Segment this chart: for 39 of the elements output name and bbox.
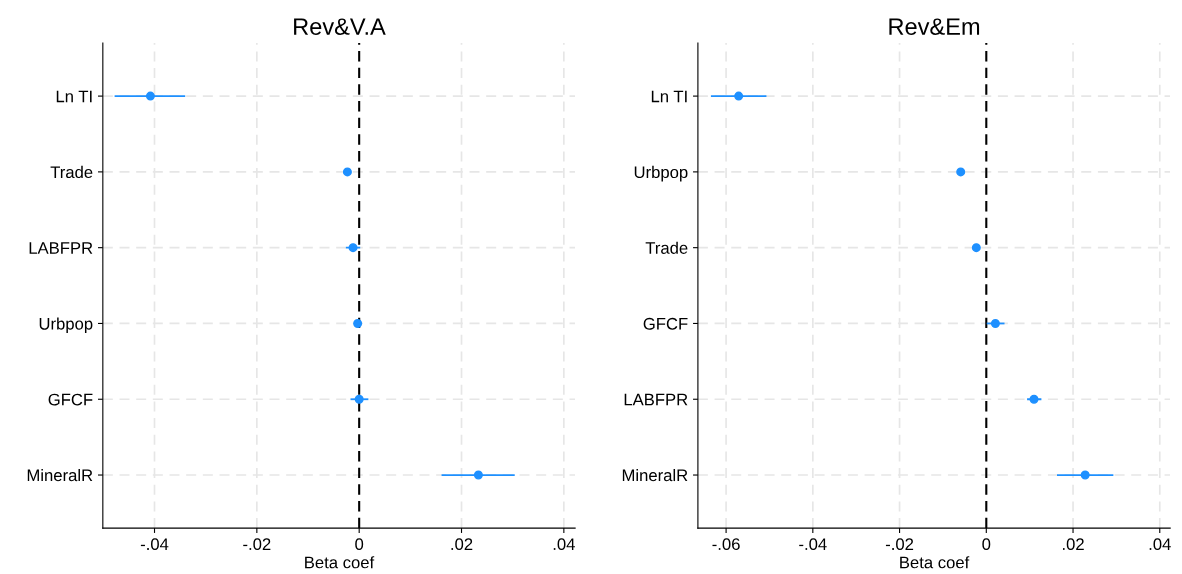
- y-tick-label: LABFPR: [29, 242, 93, 254]
- y-tick-label: GFCF: [643, 317, 688, 330]
- point: [734, 91, 744, 101]
- point: [990, 318, 1000, 328]
- x-axis-title: Beta coef: [900, 556, 970, 569]
- x-tick-label: 0: [982, 538, 991, 551]
- y-tick-label: MineralR: [27, 468, 93, 482]
- y-tick-label: LABFPR: [624, 393, 688, 406]
- x-tick-label: .04: [1149, 538, 1171, 551]
- y-tick-label: Ln TI: [651, 90, 687, 103]
- y-tick-label: Ln TI: [56, 90, 92, 103]
- x-tick-label: -.02: [243, 538, 271, 551]
- x-axis-title: Beta coef: [305, 556, 375, 569]
- x-tick-label: -.04: [799, 538, 827, 551]
- x-tick-label: .04: [553, 538, 575, 551]
- chart-title: Rev&V.A: [294, 18, 386, 35]
- point: [1029, 394, 1039, 404]
- point: [145, 91, 155, 101]
- y-tick-label: MineralR: [622, 468, 688, 482]
- x-tick-label: .02: [451, 538, 473, 551]
- x-tick-label: .02: [1062, 538, 1084, 551]
- point: [1080, 470, 1090, 480]
- y-tick-label: Trade: [645, 241, 688, 254]
- x-tick-label: -.06: [712, 538, 740, 551]
- point: [971, 243, 981, 253]
- x-tick-label: -.02: [885, 538, 914, 551]
- y-tick-label: Urbpop: [634, 165, 688, 182]
- point: [353, 318, 363, 328]
- x-tick-label: 0: [355, 538, 364, 551]
- point: [354, 394, 364, 404]
- point: [342, 167, 352, 177]
- point: [956, 167, 966, 177]
- point: [473, 470, 483, 480]
- y-tick-label: GFCF: [48, 393, 93, 406]
- x-tick-label: -.04: [140, 538, 169, 551]
- y-tick-label: Urbpop: [39, 317, 93, 333]
- y-tick-label: Trade: [50, 165, 93, 179]
- chart-title: Rev&Em: [889, 18, 980, 35]
- point: [348, 243, 358, 253]
